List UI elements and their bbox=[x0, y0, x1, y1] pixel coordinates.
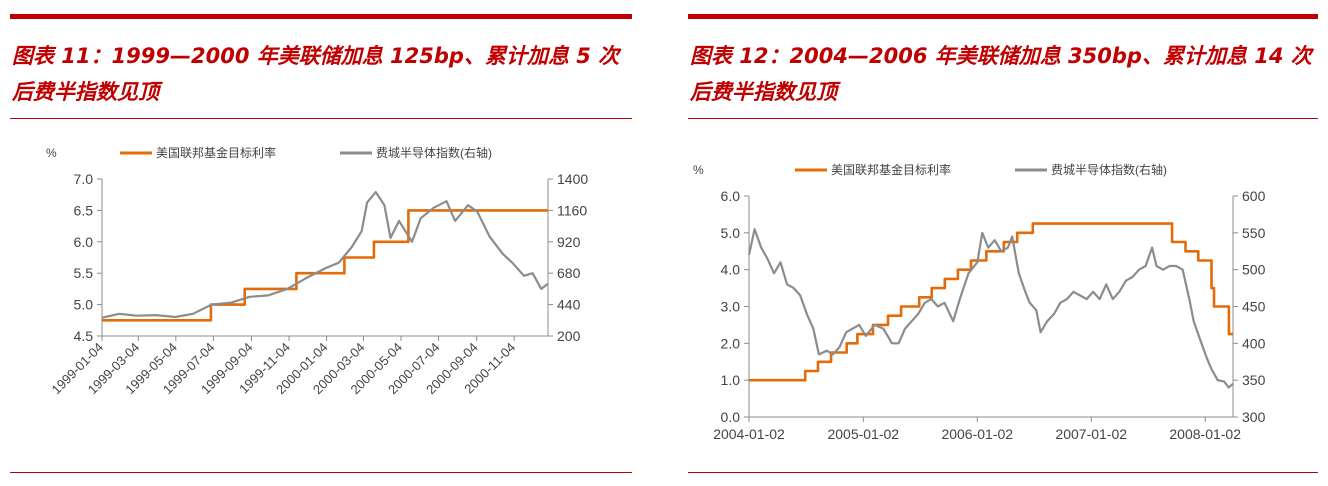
y-tick-left-label: 4.5 bbox=[74, 328, 94, 344]
y-tick-left-label: 6.5 bbox=[74, 202, 94, 218]
series-fed-funds-rate bbox=[749, 222, 1233, 382]
y-tick-right-label: 500 bbox=[1242, 262, 1266, 278]
y-tick-left-label: 5.0 bbox=[721, 225, 741, 241]
bottom-rule bbox=[688, 472, 1318, 473]
y-tick-right-label: 680 bbox=[557, 265, 581, 281]
y-tick-left-label: 4.0 bbox=[721, 262, 741, 278]
chart-title: 图表 11：1999—2000 年美联储加息 125bp、累计加息 5 次后费半… bbox=[12, 44, 620, 104]
bottom-rule bbox=[10, 472, 632, 473]
x-tick-label: 2006-01-02 bbox=[941, 426, 1013, 442]
x-tick-label: 2007-01-02 bbox=[1055, 426, 1127, 442]
y-tick-left-label: 6.0 bbox=[721, 188, 741, 204]
legend-label-rate: 美国联邦基金目标利率 bbox=[831, 162, 951, 177]
y-tick-right-label: 1400 bbox=[557, 171, 588, 187]
x-tick-label: 2008-01-02 bbox=[1169, 426, 1241, 442]
y-tick-left-label: 6.0 bbox=[74, 234, 94, 250]
y-tick-right-label: 1160 bbox=[557, 202, 587, 218]
y-tick-left-label: 3.0 bbox=[721, 299, 741, 315]
series-sox-index bbox=[747, 228, 1234, 389]
unit-label: % bbox=[693, 163, 704, 177]
chart-panel-12: 图表 12：2004—2006 年美联储加息 350bp、累计加息 14 次后费… bbox=[688, 0, 1318, 486]
title-divider bbox=[688, 118, 1318, 119]
legend-label-sox: 费城半导体指数(右轴) bbox=[1051, 162, 1167, 177]
unit-label: % bbox=[46, 146, 57, 160]
top-rule bbox=[688, 14, 1318, 19]
chart-panel-11: 图表 11：1999—2000 年美联储加息 125bp、累计加息 5 次后费半… bbox=[10, 0, 632, 486]
chart-title: 图表 12：2004—2006 年美联储加息 350bp、累计加息 14 次后费… bbox=[690, 44, 1312, 104]
y-tick-left-label: 0.0 bbox=[721, 409, 741, 425]
line-chart: % 美国联邦基金目标利率 费城半导体指数(右轴) 4.5 5.0 5.5 6.0 6.5 7.0… bbox=[46, 145, 588, 397]
y-tick-left-label: 2.0 bbox=[721, 335, 741, 351]
series-sox-index bbox=[101, 191, 549, 319]
y-tick-right-label: 920 bbox=[557, 234, 581, 250]
legend-label-sox: 费城半导体指数(右轴) bbox=[376, 145, 492, 160]
y-tick-right-label: 440 bbox=[557, 297, 581, 313]
y-tick-right-label: 200 bbox=[557, 328, 581, 344]
legend-label-rate: 美国联邦基金目标利率 bbox=[156, 145, 276, 160]
title-divider bbox=[10, 118, 632, 119]
y-tick-right-label: 450 bbox=[1242, 299, 1266, 315]
y-tick-right-label: 600 bbox=[1242, 188, 1266, 204]
y-tick-right-label: 400 bbox=[1242, 335, 1266, 351]
top-rule bbox=[10, 14, 632, 19]
y-tick-right-label: 300 bbox=[1242, 409, 1266, 425]
y-tick-left-label: 5.5 bbox=[74, 265, 94, 281]
y-tick-left-label: 1.0 bbox=[721, 372, 741, 388]
x-tick-label: 2005-01-02 bbox=[827, 426, 899, 442]
series-fed-funds-rate bbox=[102, 209, 548, 322]
x-tick-label: 2004-01-02 bbox=[713, 426, 785, 442]
line-chart: % 美国联邦基金目标利率 费城半导体指数(右轴) 0.0 1.0 2.0 3.0 4.0 5.0… bbox=[693, 162, 1266, 442]
y-tick-left-label: 5.0 bbox=[74, 297, 94, 313]
y-tick-left-label: 7.0 bbox=[74, 171, 94, 187]
y-tick-right-label: 350 bbox=[1242, 372, 1266, 388]
y-tick-right-label: 550 bbox=[1242, 225, 1266, 241]
